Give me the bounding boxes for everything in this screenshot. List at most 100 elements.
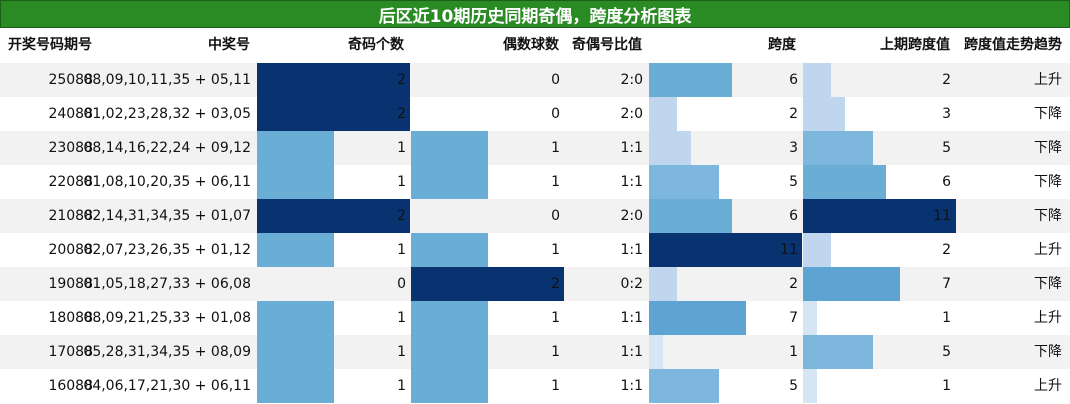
table-row: 19088 01,05,18,27,33 + 06,08 0 2 0:2 2 7 下降 [0,267,1070,301]
odd-cell: 2 [397,72,406,88]
even-cell: 1 [551,344,560,360]
span-bar [649,131,691,165]
issue-cell: 19088 [48,276,93,292]
even-cell: 2 [551,276,560,292]
span-bar [649,165,719,199]
ratio-cell: 1:1 [620,378,643,394]
odd-cell: 1 [397,242,406,258]
numbers-cell: 02,14,31,34,35 + 01,07 [83,208,251,224]
odd-bar [257,131,334,165]
even-bar [411,267,564,301]
prev-span-bar [803,165,886,199]
even-bar [411,335,488,369]
prev-span-bar [803,335,873,369]
trend-cell: 下降 [1034,208,1062,224]
header-even: 偶数球数 [503,37,559,53]
table-row: 18088 08,09,21,25,33 + 01,08 1 1 1:1 7 1 上升 [0,301,1070,335]
span-cell: 5 [789,174,798,190]
numbers-cell: 01,05,18,27,33 + 06,08 [83,276,251,292]
header-numbers: 中奖号 [208,37,250,53]
prev-span-bar [803,131,873,165]
numbers-cell: 01,08,10,20,35 + 06,11 [83,174,251,190]
span-cell: 2 [789,106,798,122]
header-issue: 开奖号码期号 [8,37,92,53]
even-cell: 0 [551,72,560,88]
prev-span-cell: 2 [942,72,951,88]
issue-cell: 24088 [48,106,93,122]
even-cell: 1 [551,378,560,394]
table-body: 25088 08,09,10,11,35 + 05,11 2 0 2:0 6 2 上升 2408… [0,63,1070,403]
trend-cell: 上升 [1034,242,1062,258]
span-bar [649,369,719,403]
prev-span-bar [803,301,817,335]
numbers-cell: 02,07,23,26,35 + 01,12 [83,242,251,258]
table-row: 21088 02,14,31,34,35 + 01,07 2 0 2:0 6 11 下降 [0,199,1070,233]
odd-bar [257,63,410,97]
prev-span-bar [803,63,831,97]
trend-cell: 上升 [1034,310,1062,326]
trend-cell: 下降 [1034,344,1062,360]
odd-cell: 1 [397,344,406,360]
odd-bar [257,199,410,233]
prev-span-cell: 2 [942,242,951,258]
prev-span-bar [803,97,845,131]
odd-cell: 1 [397,174,406,190]
ratio-cell: 2:0 [620,106,643,122]
header-ratio: 奇偶号比值 [572,37,642,53]
span-cell: 7 [789,310,798,326]
trend-cell: 下降 [1034,140,1062,156]
span-bar [649,199,732,233]
trend-cell: 下降 [1034,174,1062,190]
table-title: 后区近10期历史同期奇偶，跨度分析图表 [0,0,1070,28]
odd-cell: 2 [397,208,406,224]
issue-cell: 21088 [48,208,93,224]
ratio-cell: 1:1 [620,242,643,258]
odd-bar [257,165,334,199]
even-bar [411,165,488,199]
trend-cell: 上升 [1034,72,1062,88]
span-bar [649,267,677,301]
issue-cell: 16088 [48,378,93,394]
odd-cell: 1 [397,140,406,156]
odd-bar [257,97,410,131]
prev-span-bar [803,369,817,403]
header-odd: 奇码个数 [348,37,404,53]
numbers-cell: 04,06,17,21,30 + 06,11 [83,378,251,394]
prev-span-cell: 6 [942,174,951,190]
odd-cell: 2 [397,106,406,122]
prev-span-cell: 7 [942,276,951,292]
prev-span-cell: 3 [942,106,951,122]
even-bar [411,233,488,267]
odd-cell: 1 [397,310,406,326]
header-span: 跨度 [768,37,796,53]
even-cell: 0 [551,106,560,122]
even-bar [411,131,488,165]
span-cell: 1 [789,344,798,360]
numbers-cell: 05,28,31,34,35 + 08,09 [83,344,251,360]
ratio-cell: 1:1 [620,174,643,190]
prev-span-bar [803,233,831,267]
issue-cell: 18088 [48,310,93,326]
span-cell: 5 [789,378,798,394]
ratio-cell: 2:0 [620,72,643,88]
span-cell: 6 [789,72,798,88]
table-header: 开奖号码期号 中奖号 奇码个数 偶数球数 奇偶号比值 跨度 上期跨度值 跨度值走… [0,28,1070,63]
span-bar [649,63,732,97]
table-row: 25088 08,09,10,11,35 + 05,11 2 0 2:0 6 2 上升 [0,63,1070,97]
issue-cell: 20088 [48,242,93,258]
table-row: 16088 04,06,17,21,30 + 06,11 1 1 1:1 5 1 上升 [0,369,1070,403]
even-cell: 1 [551,310,560,326]
prev-span-cell: 1 [942,378,951,394]
span-cell: 2 [789,276,798,292]
issue-cell: 25088 [48,72,93,88]
issue-cell: 22088 [48,174,93,190]
table-row: 17088 05,28,31,34,35 + 08,09 1 1 1:1 1 5 下降 [0,335,1070,369]
span-bar [649,301,746,335]
prev-span-bar [803,267,900,301]
trend-cell: 上升 [1034,378,1062,394]
even-cell: 1 [551,140,560,156]
table-row: 23088 08,14,16,22,24 + 09,12 1 1 1:1 3 5 下降 [0,131,1070,165]
even-bar [411,369,488,403]
odd-bar [257,369,334,403]
prev-span-cell: 5 [942,344,951,360]
